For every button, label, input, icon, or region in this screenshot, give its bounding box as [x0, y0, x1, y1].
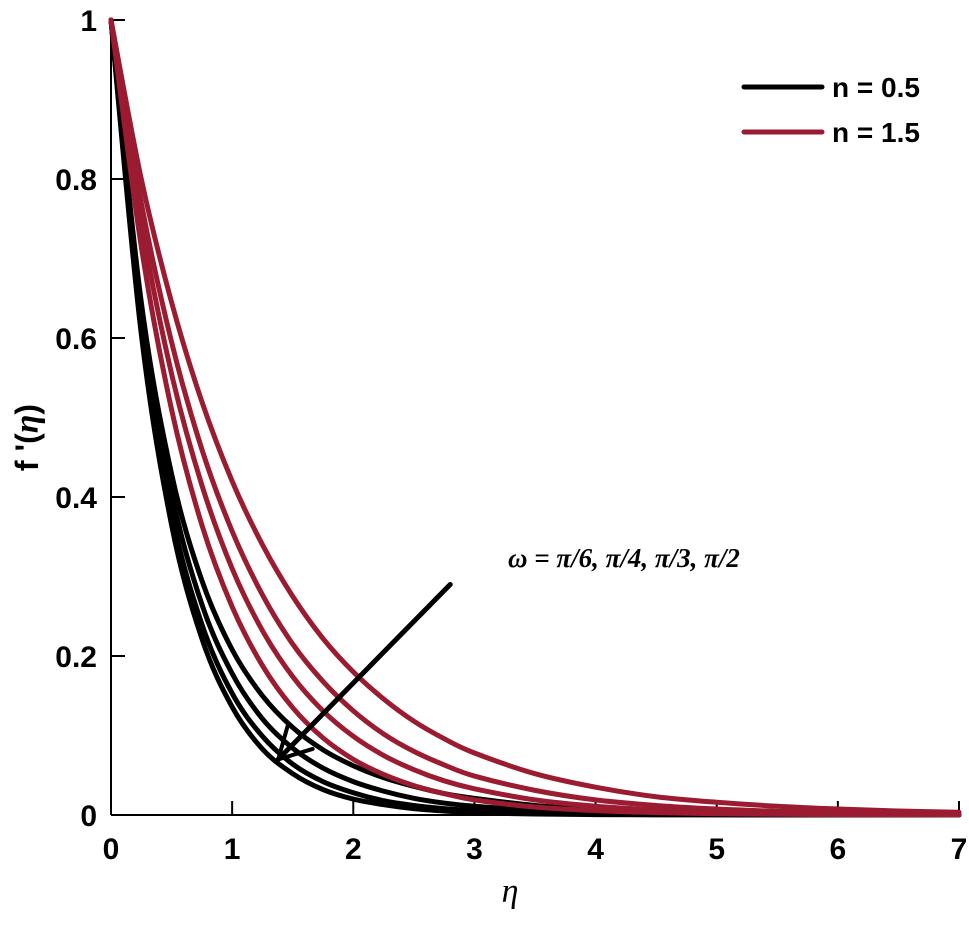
omega-annotation-text: ω = π/6, π/4, π/3, π/2 [508, 543, 740, 573]
x-tick-label: 3 [466, 833, 483, 866]
x-tick-label: 1 [224, 833, 241, 866]
legend: n = 0.5 n = 1.5 [741, 72, 920, 148]
x-ticks: 0 1 2 3 4 5 6 7 [103, 801, 968, 866]
x-tick-label: 4 [587, 833, 604, 866]
series-line-8 [108, 17, 962, 818]
y-ticks: 0 0.2 0.4 0.6 0.8 1 [55, 5, 125, 833]
x-axis-title: η [502, 873, 519, 910]
x-tick-label: 6 [830, 833, 847, 866]
omega-arrow-head [275, 722, 315, 763]
x-tick-label: 5 [708, 833, 725, 866]
legend-label-n-1-5: n = 1.5 [832, 117, 920, 148]
x-tick-label: 0 [103, 833, 120, 866]
legend-label-n-0-5: n = 0.5 [832, 72, 920, 103]
series-line-6 [108, 17, 962, 817]
series-group [108, 17, 962, 818]
x-tick-label: 2 [345, 833, 362, 866]
y-tick-label: 0.8 [55, 164, 97, 197]
y-tick-label: 0.4 [55, 482, 97, 515]
y-tick-label: 0 [80, 800, 97, 833]
y-axis-title-main: f '( [9, 433, 45, 471]
y-tick-label: 0.2 [55, 641, 97, 674]
y-axis-title: f '(η) [9, 404, 46, 471]
y-axis-title-close: ) [9, 404, 45, 415]
y-axis-title-symbol: η [9, 415, 46, 434]
omega-arrow-shaft [275, 581, 453, 762]
y-tick-label: 1 [80, 5, 97, 38]
x-tick-label: 7 [951, 833, 968, 866]
series-line-5 [108, 17, 962, 815]
omega-annotation: ω = π/6, π/4, π/3, π/2 [275, 543, 740, 763]
y-tick-label: 0.6 [55, 323, 97, 356]
